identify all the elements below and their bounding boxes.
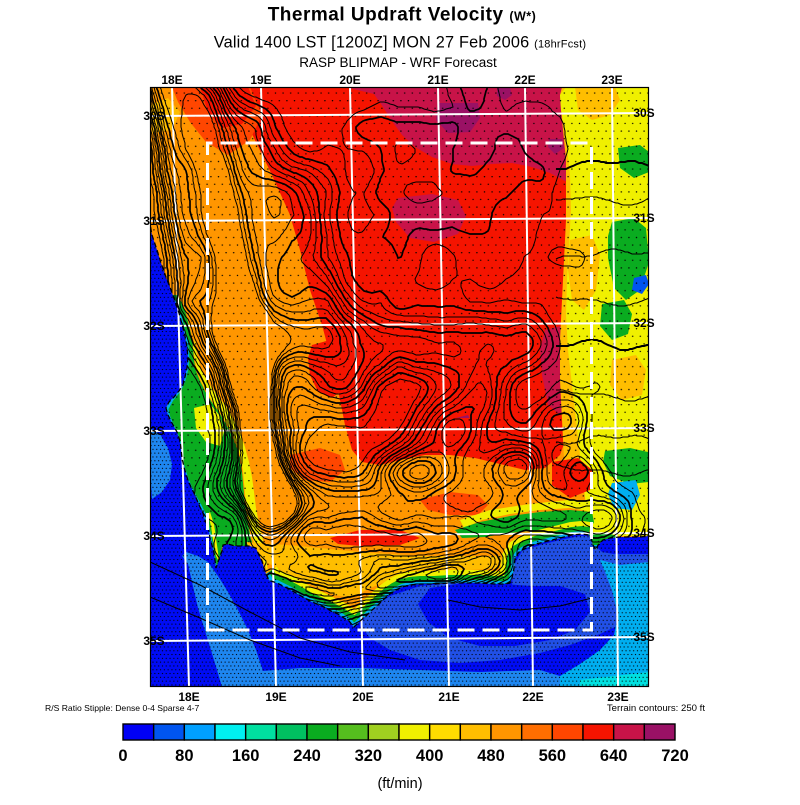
svg-text:32S: 32S [633,316,654,330]
svg-text:22E: 22E [514,73,535,87]
svg-text:80: 80 [175,747,193,765]
svg-text:400: 400 [416,747,444,765]
svg-text:480: 480 [477,747,505,765]
svg-text:240: 240 [293,747,321,765]
svg-text:20E: 20E [339,73,360,87]
svg-text:320: 320 [355,747,383,765]
svg-text:Terrain contours: 250 ft: Terrain contours: 250 ft [607,703,705,714]
svg-text:33S: 33S [633,421,654,435]
svg-text:34S: 34S [143,529,164,543]
svg-text:0: 0 [118,747,127,765]
svg-text:23E: 23E [607,690,628,704]
svg-text:18E: 18E [161,73,182,87]
svg-text:160: 160 [232,747,260,765]
svg-text:31S: 31S [633,211,654,225]
svg-text:19E: 19E [265,690,286,704]
svg-text:31S: 31S [143,214,164,228]
svg-text:34S: 34S [633,526,654,540]
svg-text:23E: 23E [601,73,622,87]
svg-text:18E: 18E [178,690,199,704]
svg-text:32S: 32S [143,319,164,333]
svg-text:21E: 21E [438,690,459,704]
svg-text:30S: 30S [143,109,164,123]
svg-text:33S: 33S [143,424,164,438]
svg-text:(ft/min): (ft/min) [377,776,422,792]
svg-text:RASP BLIPMAP - WRF Forecast: RASP BLIPMAP - WRF Forecast [299,55,497,70]
svg-text:30S: 30S [633,106,654,120]
svg-text:21E: 21E [427,73,448,87]
svg-text:35S: 35S [633,630,654,644]
svg-text:22E: 22E [522,690,543,704]
svg-text:20E: 20E [352,690,373,704]
svg-text:19E: 19E [250,73,271,87]
svg-text:R/S Ratio Stipple: Dense 0-4: R/S Ratio Stipple: Dense 0-4 Sparse 4-7 [45,703,200,713]
svg-text:Thermal Updraft Velocity (W*): Thermal Updraft Velocity (W*) [268,5,537,26]
svg-text:720: 720 [661,747,689,765]
svg-text:560: 560 [539,747,567,765]
svg-text:35S: 35S [143,634,164,648]
svg-text:640: 640 [600,747,628,765]
svg-text:Valid 1400 LST [1200Z] MON 27: Valid 1400 LST [1200Z] MON 27 Feb 2006 (… [214,34,586,52]
